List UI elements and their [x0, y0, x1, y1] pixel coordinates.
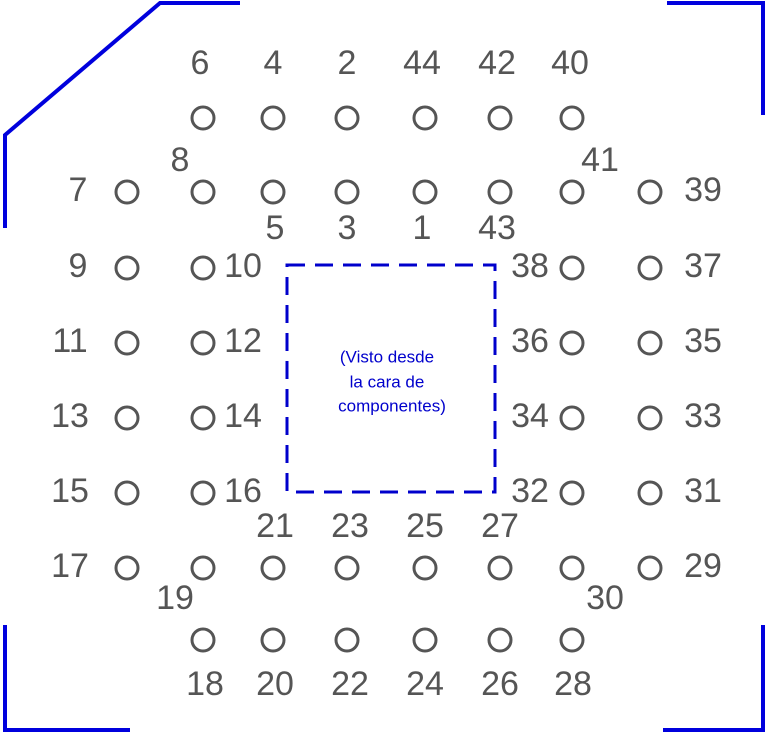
pin-hole: [334, 105, 360, 131]
pin-label: 25: [406, 507, 444, 545]
corner-bracket: [3, 1, 240, 228]
chip-outline: [285, 263, 497, 494]
pin-hole: [487, 179, 513, 205]
caption-line: la cara de: [350, 372, 425, 391]
pin-label: 6: [191, 44, 210, 82]
pin-label: 20: [256, 665, 294, 703]
pin-hole: [114, 330, 140, 356]
pin-label: 24: [406, 665, 444, 703]
pin-label: 39: [684, 171, 722, 209]
pin-label: 13: [51, 397, 89, 435]
pin-label: 31: [684, 472, 722, 510]
pin-label: 14: [224, 397, 262, 435]
pin-hole: [190, 330, 216, 356]
pin-hole: [637, 405, 663, 431]
pin-hole: [559, 255, 585, 281]
pin-label: 16: [224, 472, 262, 510]
pin-hole: [190, 480, 216, 506]
pin-label: 19: [156, 579, 194, 617]
corner-bracket: [663, 625, 765, 732]
pin-label: 18: [186, 665, 224, 703]
pin-label: 22: [331, 665, 369, 703]
pin-hole: [412, 627, 438, 653]
pin-label: 28: [554, 665, 592, 703]
pin-hole: [190, 179, 216, 205]
pin-label: 15: [51, 472, 89, 510]
pin-label: 44: [403, 44, 441, 82]
pin-label: 32: [511, 472, 549, 510]
pin-hole: [487, 105, 513, 131]
pin-hole: [190, 627, 216, 653]
pin-hole: [487, 627, 513, 653]
pin-hole: [412, 105, 438, 131]
pin-label: 7: [69, 171, 88, 209]
pin-label: 33: [684, 397, 722, 435]
pin-hole: [190, 405, 216, 431]
pin-label: 10: [224, 247, 262, 285]
pin-hole: [260, 555, 286, 581]
pin-hole: [334, 179, 360, 205]
pin-hole: [412, 179, 438, 205]
pin-hole: [559, 627, 585, 653]
pin-hole: [260, 105, 286, 131]
pin-hole: [559, 179, 585, 205]
pin-hole: [114, 405, 140, 431]
pin-label: 26: [481, 665, 519, 703]
pin-label: 5: [266, 209, 285, 247]
pin-hole: [487, 555, 513, 581]
pin-label: 3: [338, 209, 357, 247]
pin-label: 29: [684, 547, 722, 585]
pin-label: 40: [551, 44, 589, 82]
pin-hole: [260, 179, 286, 205]
pin-label: 41: [581, 141, 619, 179]
pin-label: 23: [331, 507, 369, 545]
pin-label: 12: [224, 322, 262, 360]
pin-hole: [637, 555, 663, 581]
pin-hole: [260, 627, 286, 653]
pin-hole: [190, 555, 216, 581]
pin-hole: [114, 255, 140, 281]
corner-bracket: [3, 625, 130, 732]
pin-label: 11: [52, 322, 87, 360]
pin-label: 9: [69, 247, 88, 285]
pin-hole: [637, 330, 663, 356]
pin-label: 17: [51, 547, 89, 585]
pin-label: 34: [511, 397, 549, 435]
pin-label: 2: [338, 44, 357, 82]
pin-label: 42: [478, 44, 516, 82]
pin-label: 35: [684, 322, 722, 360]
pin-hole: [412, 555, 438, 581]
pin-hole: [559, 105, 585, 131]
pin-hole: [559, 480, 585, 506]
corner-bracket: [667, 1, 765, 115]
pin-hole: [334, 627, 360, 653]
pin-hole: [114, 480, 140, 506]
pin-hole: [559, 405, 585, 431]
pin-label: 21: [256, 507, 294, 545]
pin-hole: [637, 179, 663, 205]
pin-label: 43: [478, 209, 516, 247]
pin-hole: [190, 255, 216, 281]
pin-hole: [637, 480, 663, 506]
pin-label: 37: [684, 247, 722, 285]
pin-hole: [190, 105, 216, 131]
pin-hole: [114, 555, 140, 581]
pin-label: 30: [586, 579, 624, 617]
pin-hole: [559, 555, 585, 581]
pin-label: 4: [264, 44, 283, 82]
pin-hole: [559, 330, 585, 356]
pin-label: 1: [413, 209, 432, 247]
caption-line: (Visto desde: [340, 347, 434, 366]
pin-hole: [114, 179, 140, 205]
pin-label: 38: [511, 247, 549, 285]
pin-hole: [334, 555, 360, 581]
caption-line: componentes): [338, 396, 446, 415]
pin-label: 27: [481, 507, 519, 545]
pin-hole: [637, 255, 663, 281]
pin-label: 36: [511, 322, 549, 360]
pin-label: 8: [171, 141, 190, 179]
